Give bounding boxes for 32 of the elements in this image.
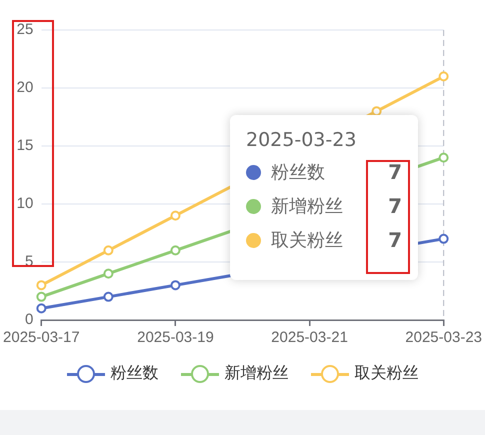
annotation: 7 xyxy=(388,228,402,252)
legend-label: 新增粉丝 xyxy=(271,195,344,218)
point xyxy=(438,152,449,163)
x-tick-label: 2025-03-17 xyxy=(2,329,80,346)
y-tick-label: 10 xyxy=(16,195,34,212)
point xyxy=(170,210,180,221)
point xyxy=(36,303,46,314)
point xyxy=(36,280,46,290)
point xyxy=(372,106,382,116)
x-tick-label: 2025-03-23 xyxy=(405,329,482,346)
point xyxy=(36,292,46,302)
legend-label: 取关粉丝 xyxy=(271,229,344,252)
annotation: 7 xyxy=(388,194,402,218)
point xyxy=(170,280,180,290)
point xyxy=(438,71,449,82)
y-tick-label: 25 xyxy=(16,21,34,38)
point xyxy=(103,268,114,279)
point xyxy=(438,234,449,244)
x-tick-label: 2025-03-19 xyxy=(137,329,214,346)
y-tick-label: 0 xyxy=(25,311,34,328)
text: 新增粉丝 xyxy=(224,363,288,382)
point xyxy=(170,245,180,256)
y-tick-label: 20 xyxy=(16,79,34,96)
y-tick-label: 15 xyxy=(16,137,34,154)
point xyxy=(103,245,114,256)
text: 粉丝数 xyxy=(271,162,325,183)
annotation: 2025-03-23 xyxy=(246,129,358,151)
text: 取关粉丝 xyxy=(354,363,418,382)
annotation: 7 xyxy=(388,160,402,184)
legend-label: 粉丝数 xyxy=(110,363,158,384)
point xyxy=(103,292,114,302)
x-tick-label: 2025-03-21 xyxy=(271,329,348,346)
